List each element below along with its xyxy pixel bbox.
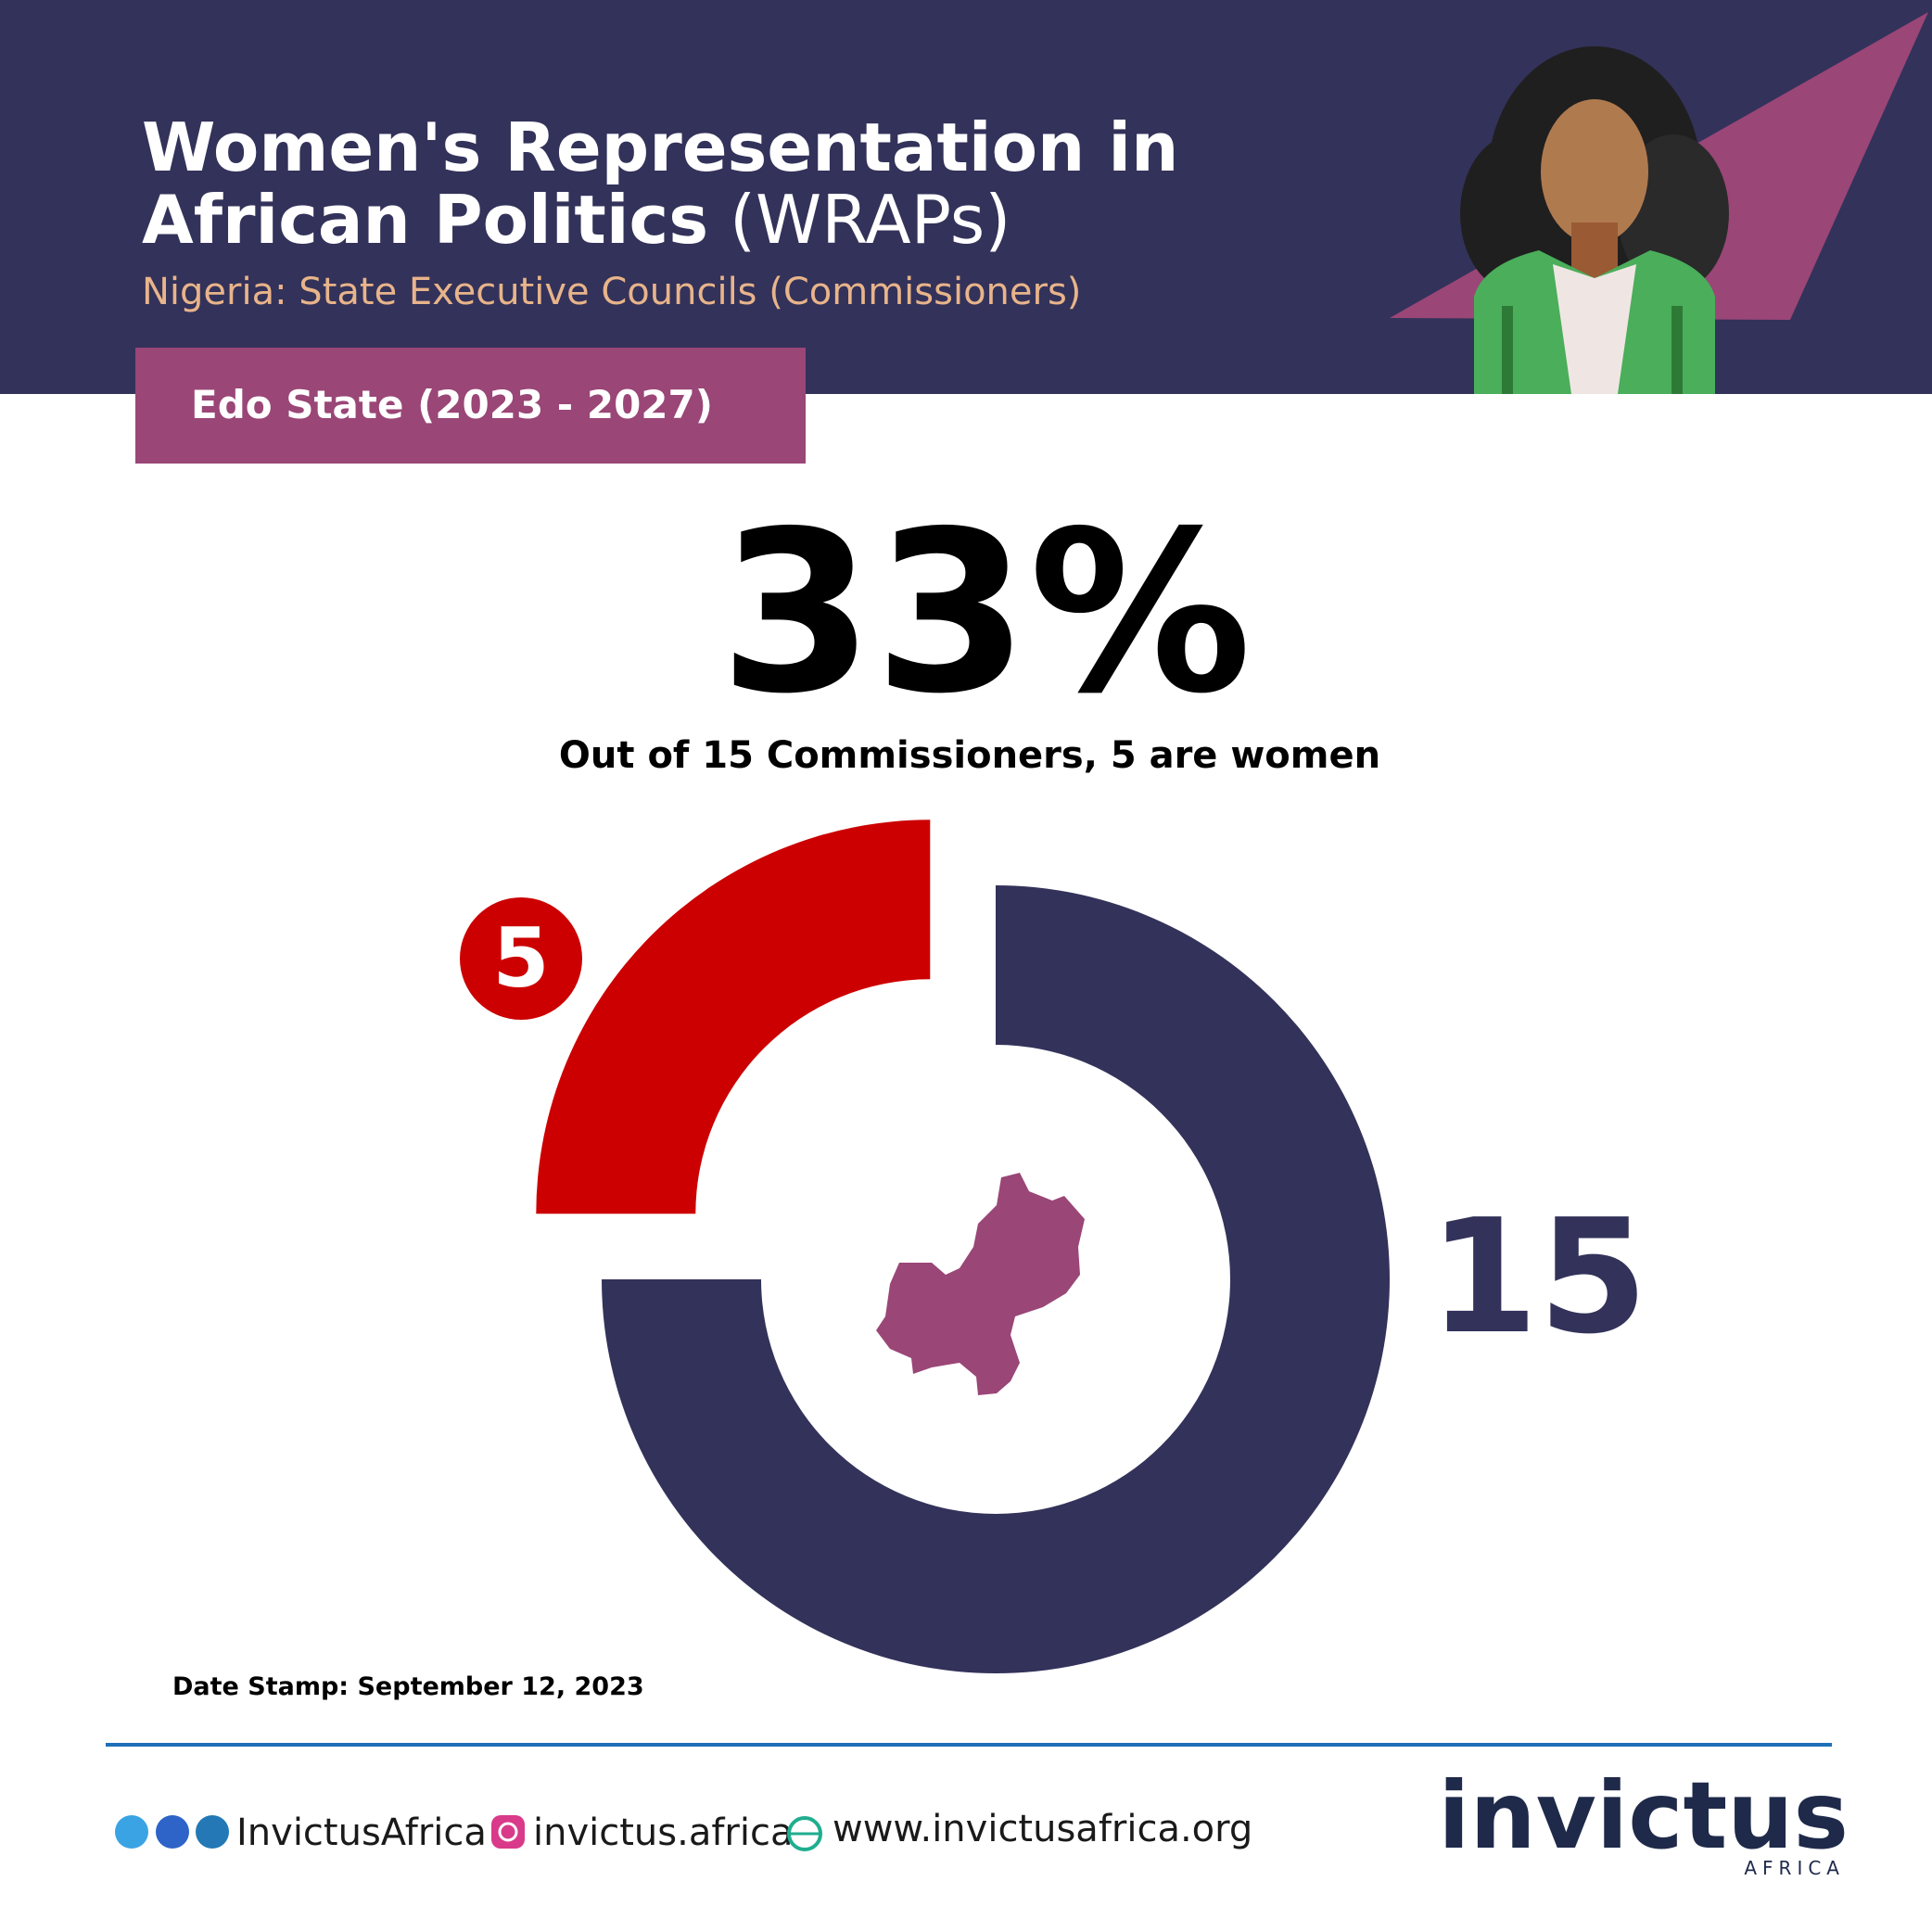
donut-segment xyxy=(536,820,931,1214)
neck xyxy=(1571,222,1618,278)
value-label: 15 xyxy=(1429,1186,1648,1369)
title-suffix: (WRAPs) xyxy=(730,181,1010,259)
headline: 33% xyxy=(719,483,1252,743)
state-box xyxy=(135,348,806,464)
linkedin-icon[interactable] xyxy=(196,1815,229,1849)
value-badge xyxy=(460,897,582,1020)
donut-chart: 5 15 xyxy=(460,820,1648,1673)
social-handle[interactable]: InvictusAfrica xyxy=(236,1811,487,1854)
title-line: African Politics xyxy=(142,181,708,259)
twitter-icon[interactable] xyxy=(115,1815,148,1849)
donut-segment xyxy=(602,885,1390,1673)
state-label: Edo State (2023 - 2027) xyxy=(191,382,713,427)
value-label: 5 xyxy=(492,910,549,1006)
logo-sub: AFRICA xyxy=(1744,1857,1845,1879)
jacket-fold xyxy=(1502,306,1513,394)
instagram-icon[interactable] xyxy=(491,1815,525,1849)
jacket-fold xyxy=(1671,306,1683,394)
facebook-icon[interactable] xyxy=(156,1815,189,1849)
instagram-lens xyxy=(498,1822,518,1842)
date-stamp: Date Stamp: September 12, 2023 xyxy=(172,1672,644,1701)
face xyxy=(1541,99,1648,244)
logo: invictus xyxy=(1438,1761,1849,1870)
edo-map xyxy=(876,1173,1085,1395)
woman-illustration xyxy=(1460,46,1729,394)
title-line: Women's Representation in xyxy=(142,108,1178,186)
instagram-handle[interactable]: invictus.africa xyxy=(533,1811,794,1854)
shirt xyxy=(1553,264,1636,394)
summary: Out of 15 Commissioners, 5 are women xyxy=(559,734,1380,777)
subtitle: Nigeria: State Executive Councils (Commi… xyxy=(142,271,1081,313)
website[interactable]: www.invictusafrica.org xyxy=(833,1808,1252,1850)
title-line: African Politics (WRAPs) xyxy=(142,181,1010,259)
